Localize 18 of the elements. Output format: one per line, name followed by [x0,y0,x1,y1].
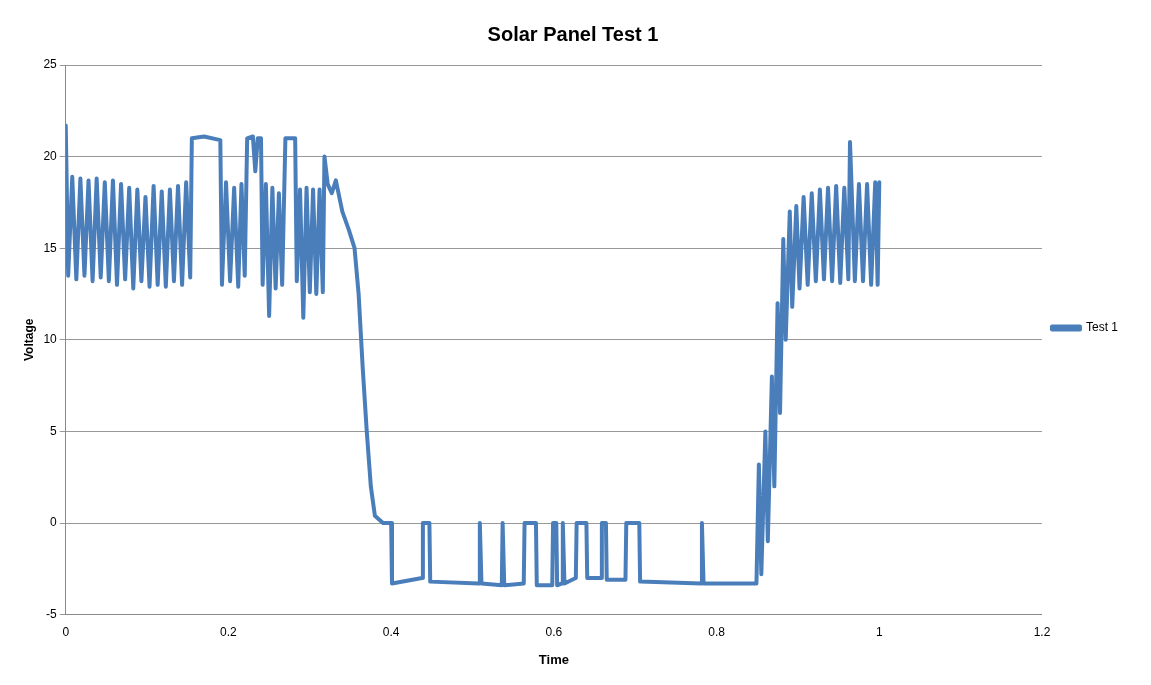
x-tick-label: 1.2 [1033,625,1051,640]
x-tick-label: 0 [62,625,70,640]
x-axis-title: Time [538,652,569,668]
x-tick-label: 0.4 [382,625,400,640]
y-axis-title: Voltage [21,318,36,362]
y-tick-label: 0 [50,515,58,530]
x-tick-label: 0.2 [220,625,238,640]
legend-label: Test 1 [1085,320,1119,335]
y-tick-label: 5 [50,423,58,438]
x-tick-label: 0.6 [545,625,563,640]
x-tick-label: 0.8 [708,625,726,640]
chart-title: Solar Panel Test 1 [487,22,659,45]
x-tick-label: 1 [875,625,883,640]
y-tick-label: 10 [43,332,58,347]
y-tick-label: 15 [43,240,58,255]
y-tick-label: 25 [43,57,58,72]
y-tick-label: -5 [46,606,58,621]
y-tick-label: 20 [43,148,58,163]
